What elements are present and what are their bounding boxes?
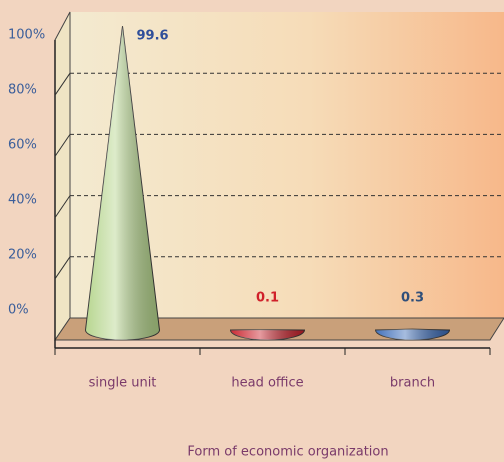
- y-tick-label: 60%: [8, 138, 37, 153]
- x-tick-label: single unit: [89, 376, 157, 391]
- y-tick-label: 20%: [8, 248, 37, 263]
- side-grid-line: [54, 72, 71, 96]
- value-label: 99.6: [137, 29, 169, 44]
- y-tick-label: 80%: [8, 83, 37, 98]
- x-tick-label: head office: [231, 376, 303, 391]
- value-label: 0.1: [256, 291, 279, 306]
- y-tick-label: 40%: [8, 193, 37, 208]
- side-wall: [54, 11, 71, 342]
- cone-shine: [375, 329, 450, 340]
- cone-shine: [85, 26, 160, 340]
- back-wall: [70, 12, 504, 318]
- x-axis-title: Form of economic organization: [187, 445, 388, 460]
- cone-shine: [230, 329, 305, 340]
- side-grid-line: [54, 195, 71, 218]
- y-tick-label: 100%: [8, 28, 45, 43]
- side-grid-line: [54, 256, 71, 280]
- side-grid-line: [54, 134, 71, 157]
- x-tick-label: branch: [390, 376, 435, 391]
- value-label: 0.3: [401, 291, 424, 306]
- y-tick-label: 0%: [8, 303, 29, 318]
